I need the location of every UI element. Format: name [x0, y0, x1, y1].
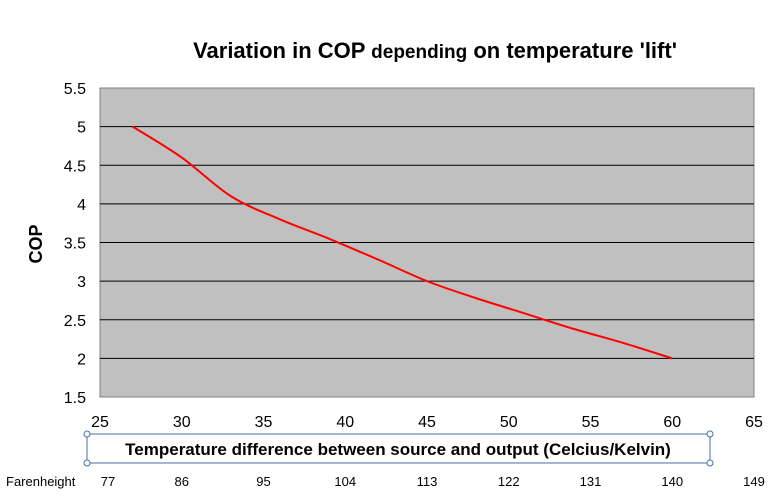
y-tick-label: 2 [77, 351, 86, 368]
fahrenheit-tick-label: 131 [580, 474, 602, 489]
y-tick-label: 2.5 [64, 313, 86, 330]
x-tick-label: 60 [663, 414, 681, 431]
fahrenheit-label: Farenheight [6, 474, 76, 489]
fahrenheit-tick-label: 149 [743, 474, 765, 489]
y-tick-label: 5 [77, 120, 86, 137]
x-tick-label: 50 [500, 414, 518, 431]
x-axis-ticks: 25 30 35 40 45 50 55 60 65 [91, 414, 763, 431]
fahrenheit-tick-label: 77 [101, 474, 115, 489]
fahrenheit-tick-label: 113 [417, 474, 438, 489]
handle-top-left [83, 430, 91, 438]
handle-bottom-right [706, 459, 714, 467]
grid-lines [100, 126, 754, 359]
series-lines [132, 125, 673, 360]
y-tick-label: 3 [77, 274, 86, 291]
chart-title-part-1: Variation in COP [193, 38, 371, 63]
y-tick-label: 3.5 [64, 236, 86, 253]
x-tick-label: 25 [91, 414, 109, 431]
fahrenheit-ticks: 77 86 95 104 113 122 131 140 149 [101, 474, 765, 489]
chart-title: Variation in COP depending on temperatur… [193, 38, 677, 63]
chart-title-part-2: depending [371, 42, 467, 63]
x-tick-label: 30 [173, 414, 191, 431]
x-tick-label: 40 [336, 414, 354, 431]
x-axis-label-frame [86, 433, 711, 464]
x-tick-label: 55 [582, 414, 600, 431]
y-tick-label: 5.5 [64, 81, 86, 98]
handle-bottom-left [83, 459, 91, 467]
y-axis-ticks: 1.5 2 2.5 3 3.5 4 4.5 5 5.5 [64, 81, 86, 407]
y-tick-label: 1.5 [64, 390, 86, 407]
y-tick-label: 4.5 [64, 158, 86, 175]
fahrenheit-tick-label: 95 [256, 474, 270, 489]
fahrenheit-tick-label: 86 [175, 474, 189, 489]
x-axis-label: Temperature difference between source an… [125, 440, 671, 459]
x-tick-label: 65 [745, 414, 763, 431]
y-tick-label: 4 [77, 197, 86, 214]
x-tick-label: 45 [418, 414, 436, 431]
y-axis-label: COP [26, 224, 46, 263]
handle-top-right [706, 430, 714, 438]
x-tick-label: 35 [255, 414, 273, 431]
x-axis-label-box: Temperature difference between source an… [83, 430, 714, 467]
fahrenheit-tick-label: 122 [498, 474, 520, 489]
series-line-cop [132, 125, 673, 360]
fahrenheit-tick-label: 140 [661, 474, 683, 489]
chart-title-part-3: on temperature 'lift' [467, 38, 677, 63]
fahrenheit-tick-label: 104 [334, 474, 356, 489]
